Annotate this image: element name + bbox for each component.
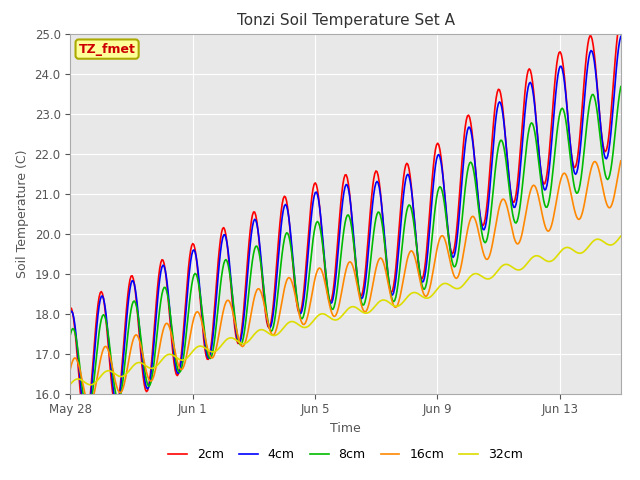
- 16cm: [332, 312, 340, 317]
- 16cm: [617, 158, 625, 164]
- 4cm: [605, 148, 612, 154]
- 2cm: [617, 17, 625, 23]
- 4cm: [329, 296, 337, 302]
- 16cm: [329, 312, 337, 318]
- Legend: 2cm, 4cm, 8cm, 16cm, 32cm: 2cm, 4cm, 8cm, 16cm, 32cm: [163, 443, 528, 466]
- 32cm: [605, 242, 612, 248]
- 32cm: [86, 382, 94, 388]
- 32cm: [519, 265, 527, 271]
- 4cm: [519, 137, 527, 143]
- 2cm: [365, 221, 373, 227]
- 2cm: [519, 117, 527, 122]
- 8cm: [396, 272, 403, 278]
- 2cm: [82, 420, 90, 426]
- Title: Tonzi Soil Temperature Set A: Tonzi Soil Temperature Set A: [237, 13, 454, 28]
- 32cm: [396, 303, 403, 309]
- 8cm: [365, 270, 373, 276]
- 4cm: [396, 242, 403, 248]
- 16cm: [519, 228, 527, 234]
- 8cm: [519, 180, 527, 186]
- 16cm: [365, 300, 373, 305]
- 4cm: [617, 34, 625, 39]
- Line: 4cm: 4cm: [70, 36, 621, 420]
- 2cm: [329, 290, 337, 296]
- 16cm: [605, 204, 612, 210]
- 16cm: [85, 401, 93, 407]
- 32cm: [332, 317, 340, 323]
- 16cm: [67, 366, 74, 372]
- 32cm: [365, 309, 373, 315]
- 8cm: [67, 332, 74, 337]
- 8cm: [605, 176, 612, 181]
- 32cm: [329, 317, 337, 323]
- 8cm: [332, 294, 340, 300]
- 4cm: [82, 417, 90, 422]
- 2cm: [396, 226, 403, 231]
- 8cm: [84, 411, 92, 417]
- 32cm: [67, 381, 74, 387]
- Line: 2cm: 2cm: [70, 20, 621, 423]
- X-axis label: Time: Time: [330, 422, 361, 435]
- Line: 16cm: 16cm: [70, 161, 621, 404]
- Y-axis label: Soil Temperature (C): Soil Temperature (C): [16, 149, 29, 278]
- 16cm: [396, 298, 403, 303]
- 8cm: [329, 306, 337, 312]
- 4cm: [365, 238, 373, 243]
- 2cm: [332, 257, 340, 263]
- 4cm: [67, 310, 74, 315]
- 4cm: [332, 271, 340, 276]
- 8cm: [617, 84, 625, 89]
- 2cm: [605, 134, 612, 140]
- Line: 32cm: 32cm: [70, 236, 621, 385]
- 32cm: [617, 233, 625, 239]
- 2cm: [67, 305, 74, 311]
- Line: 8cm: 8cm: [70, 86, 621, 414]
- Text: TZ_fmet: TZ_fmet: [79, 43, 136, 56]
